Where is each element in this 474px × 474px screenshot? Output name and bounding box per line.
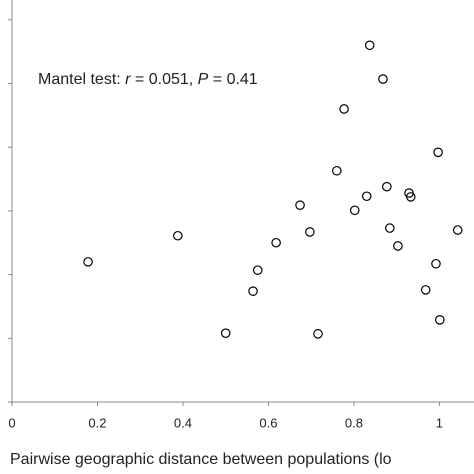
x-tick-label: 0.6	[259, 415, 277, 430]
annotation-part: Mantel test:	[38, 71, 125, 88]
point	[452, 225, 463, 235]
annotation-part: = 0.051,	[130, 71, 197, 88]
point	[305, 227, 315, 237]
point	[361, 191, 372, 202]
point	[339, 104, 349, 114]
point	[332, 165, 342, 176]
annotation-part: = 0.41	[208, 71, 257, 88]
x-tick-label: 0	[8, 415, 15, 430]
point	[435, 315, 445, 325]
point	[433, 147, 443, 158]
point	[382, 181, 392, 192]
x-tick-label: 0.4	[174, 415, 192, 430]
point	[313, 329, 323, 339]
point	[349, 205, 360, 216]
point	[385, 223, 395, 233]
x-tick-label: 0.8	[345, 415, 363, 430]
x-tick-label: 1	[436, 415, 443, 430]
point	[431, 258, 441, 269]
annotation-part: P	[198, 71, 209, 88]
point	[405, 192, 416, 202]
point	[248, 286, 258, 296]
point	[364, 40, 375, 51]
annotation-part: r	[125, 71, 131, 88]
point	[378, 74, 388, 84]
point	[393, 241, 403, 251]
point	[220, 328, 231, 339]
point	[252, 265, 263, 275]
annotation: Mantel test: r = 0.051, P = 0.41	[38, 71, 258, 88]
point	[83, 257, 93, 267]
x-tick-label: 0.2	[88, 415, 106, 430]
point	[271, 237, 281, 248]
point	[295, 200, 305, 210]
point	[173, 230, 183, 241]
x-axis-label: Pairwise geographic distance between pop…	[10, 451, 392, 468]
point	[420, 285, 431, 295]
